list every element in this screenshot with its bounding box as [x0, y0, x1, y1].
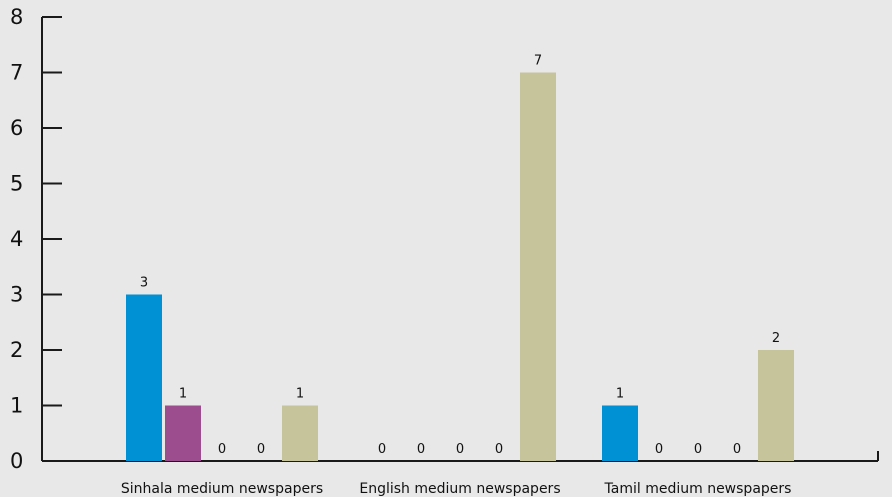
bar-data-label: 0: [495, 442, 503, 457]
bar-data-label: 0: [257, 442, 265, 457]
chart-bars: [126, 72, 794, 461]
bar-data-label: 0: [456, 442, 464, 457]
y-tick-label: 4: [10, 227, 23, 251]
bar-data-label: 0: [655, 442, 663, 457]
y-tick-label: 8: [10, 5, 23, 29]
bar: [602, 405, 638, 461]
bar-data-label: 0: [218, 442, 226, 457]
bar: [758, 350, 794, 461]
bar-data-label: 1: [296, 387, 304, 402]
y-tick-label: 7: [10, 61, 23, 85]
y-tick-label: 0: [10, 449, 23, 473]
y-tick-label: 1: [10, 394, 23, 418]
bar-data-label: 2: [772, 331, 780, 346]
x-axis-category-labels: Sinhala medium newspapers English medium …: [121, 481, 792, 497]
y-axis-ticks: 0 1 2 3 4 5 6 7 8: [10, 5, 62, 473]
y-tick-label: 2: [10, 338, 23, 362]
bar: [165, 405, 201, 461]
category-label: Tamil medium newspapers: [604, 481, 792, 497]
bar-data-label: 0: [417, 442, 425, 457]
bar: [520, 72, 556, 461]
bar-data-label: 3: [140, 276, 148, 291]
chart-axes: [41, 17, 879, 462]
bar-data-label: 1: [616, 387, 624, 402]
bar-data-label: 0: [733, 442, 741, 457]
category-label: English medium newspapers: [359, 481, 560, 497]
bar: [126, 294, 162, 461]
y-tick-label: 6: [10, 116, 23, 140]
bar-data-label: 1: [179, 387, 187, 402]
category-label: Sinhala medium newspapers: [121, 481, 323, 497]
y-tick-label: 5: [10, 172, 23, 196]
bar-data-label: 7: [534, 54, 542, 69]
chart-data-labels: 3 1 0 0 1 0 0 0 0 7 1 0 0 0 2: [140, 54, 780, 458]
bar: [282, 405, 318, 461]
bar-data-label: 0: [378, 442, 386, 457]
bar-data-label: 0: [694, 442, 702, 457]
y-tick-label: 3: [10, 283, 23, 307]
